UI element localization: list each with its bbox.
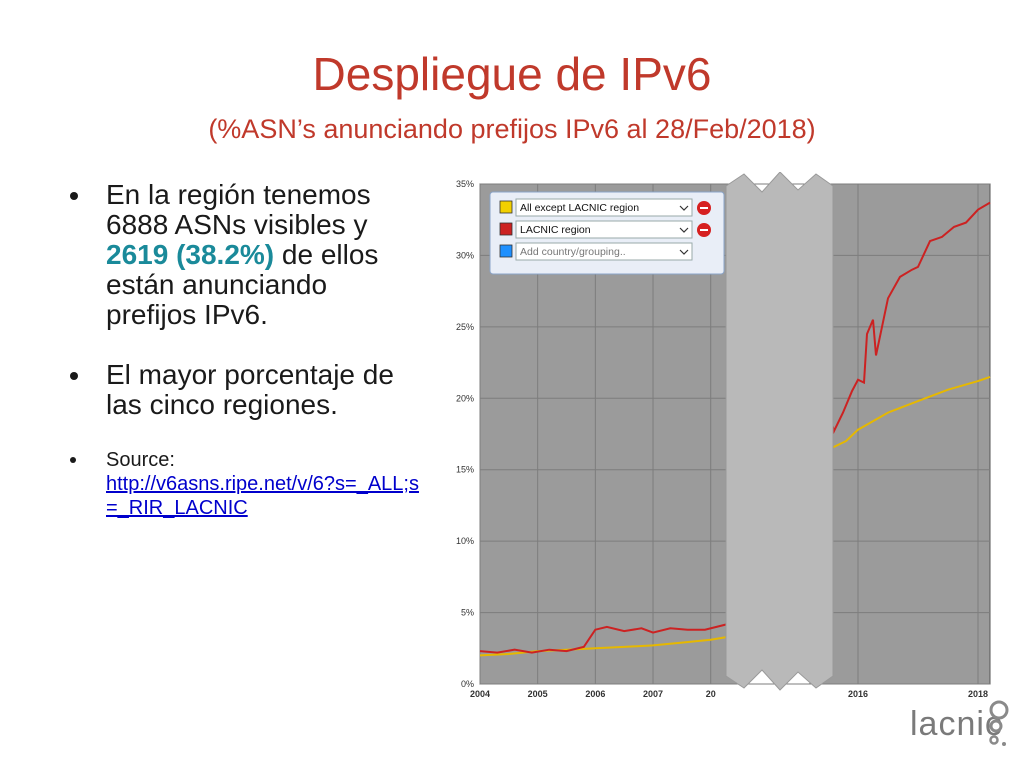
- y-tick-label: 20%: [456, 393, 474, 403]
- highlight-count: 2619: [106, 239, 169, 270]
- lacnic-regionseries-line: [479, 623, 729, 654]
- chevron-down-icon: [679, 205, 689, 211]
- legend-label: Add country/grouping..: [520, 246, 626, 258]
- legend-swatch: [499, 244, 513, 258]
- y-tick-label: 15%: [456, 465, 474, 475]
- x-tick-label: 2018: [968, 689, 988, 699]
- lacnic-logo: lacnic: [910, 705, 1003, 743]
- ipv6-asn-chart: 0%5%10%15%20%25%30%35% 2004 2005 2006 2007 2…: [456, 172, 991, 699]
- slide-subtitle: (%ASN’s anunciando prefijos IPv6 al 28/F…: [208, 114, 816, 144]
- lacnic-logo-icon: [989, 700, 1009, 746]
- axis-break-band: [725, 172, 834, 691]
- x-tick-label: 2004: [470, 689, 490, 699]
- all-except-lacnic-regionseries-line: [827, 375, 991, 451]
- highlight-percent: (38.2%): [176, 239, 275, 270]
- x-tick-label: 2006: [585, 689, 605, 699]
- source-link[interactable]: http://v6asns.ripe.net/v/6?s=_ALL;s=_RIR…: [106, 473, 419, 519]
- bullet-text: de ellos están anunciando prefijos IPv6.: [106, 239, 379, 330]
- legend-panel[interactable]: All except LACNIC region LACNIC region Add…: [489, 191, 725, 275]
- bullet-source: Source: http://v6asns.ripe.net/v/6?s=_AL…: [64, 448, 424, 520]
- x-axis-labels: 2004 2005 2006 2007 20 2016 2018: [470, 689, 988, 699]
- x-tick-label: 2007: [643, 689, 663, 699]
- bullet-list: En la región tenemos 6888 ASNs visibles …: [64, 180, 424, 520]
- y-tick-label: 35%: [456, 179, 474, 189]
- legend-label: All except LACNIC region: [520, 202, 639, 214]
- bullet-region-stats: En la región tenemos 6888 ASNs visibles …: [64, 180, 424, 330]
- lacnic-regionseries-line: [827, 201, 991, 434]
- plot-area: [809, 183, 991, 685]
- legend-select: [515, 242, 693, 261]
- x-tick-label: 2016: [848, 689, 868, 699]
- y-tick-label: 10%: [456, 536, 474, 546]
- y-tick-label: 30%: [456, 250, 474, 260]
- chevron-down-icon: [679, 249, 689, 255]
- bullet-text: En la región tenemos 6888 ASNs visibles …: [106, 179, 371, 240]
- x-tick-label: 2005: [528, 689, 548, 699]
- y-axis-labels: 0% 5% 10% 15% 20% 25% 30% 35%: [456, 179, 474, 689]
- legend-select: [515, 220, 693, 239]
- y-tick-label: 0%: [461, 679, 474, 689]
- series-lines: [479, 201, 991, 657]
- all-except-lacnic-regionseries-line: [479, 635, 729, 657]
- x-tick-label: 20: [706, 689, 716, 699]
- y-tick-label: 25%: [456, 322, 474, 332]
- source-label: Source:: [106, 449, 175, 471]
- slide-title: Despliegue de IPv6: [312, 48, 712, 100]
- legend-label: LACNIC region: [520, 224, 591, 236]
- y-tick-label: 5%: [461, 608, 474, 618]
- legend-select: [515, 198, 693, 217]
- chevron-down-icon: [679, 227, 689, 233]
- bullet-highest: El mayor porcentaje de las cinco regione…: [64, 360, 424, 420]
- legend-swatch: [499, 200, 513, 214]
- legend-swatch: [499, 222, 513, 236]
- bullet-text: El mayor porcentaje de las cinco regione…: [106, 359, 394, 420]
